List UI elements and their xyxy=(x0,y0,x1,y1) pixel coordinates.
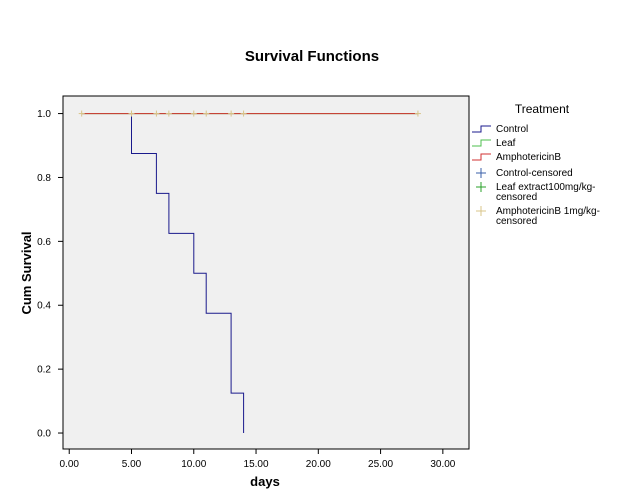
legend-label: censored xyxy=(496,216,537,227)
legend-entry: Leaf extract100mg/kg-censored xyxy=(476,182,596,203)
censor-marker xyxy=(78,110,85,117)
series-control xyxy=(131,113,245,433)
plot-area xyxy=(62,95,470,450)
x-tick-label: 30.00 xyxy=(430,459,455,470)
x-axis: 0.00 5.00 10.00 15.00 20.00 25.00 30.00 xyxy=(59,449,456,470)
y-tick-label: 0.4 xyxy=(37,301,51,312)
legend-entry: Control xyxy=(472,124,528,135)
x-tick-label: 15.00 xyxy=(244,459,269,470)
x-tick-label: 5.00 xyxy=(122,459,142,470)
y-tick-label: 0.8 xyxy=(37,173,51,184)
x-tick-label: 25.00 xyxy=(368,459,393,470)
legend-label: AmphotericinB xyxy=(496,152,561,163)
y-tick-label: 0.0 xyxy=(37,429,51,440)
censor-marker xyxy=(203,110,210,117)
y-tick-label: 0.2 xyxy=(37,365,51,376)
censor-marker xyxy=(240,110,247,117)
legend-label: Control xyxy=(496,124,528,135)
legend-entry: AmphotericinB xyxy=(472,152,561,163)
legend-entry: Control-censored xyxy=(476,168,573,179)
y-axis: 0.0 0.2 0.4 0.6 0.8 1.0 xyxy=(37,109,63,440)
censor-marker xyxy=(414,110,421,117)
censor-layer xyxy=(78,110,421,117)
x-tick-label: 20.00 xyxy=(306,459,331,470)
legend-label: Leaf xyxy=(496,138,516,149)
legend-cross-swatch xyxy=(476,206,486,216)
legend-label: AmphotericinB 1mg/kg- xyxy=(496,206,600,217)
y-tick-label: 0.6 xyxy=(37,237,51,248)
censor-marker xyxy=(190,110,197,117)
legend-cross-swatch xyxy=(476,182,486,192)
x-axis-title: days xyxy=(250,474,280,489)
censor-marker xyxy=(128,110,135,117)
y-axis-title: Cum Survival xyxy=(19,231,34,314)
censor-marker xyxy=(153,110,160,117)
legend: Treatment Control Leaf AmphotericinB Contro… xyxy=(472,102,600,227)
legend-entry: Leaf xyxy=(472,138,516,149)
censor-marker xyxy=(165,110,172,117)
legend-step-swatch xyxy=(472,153,491,161)
x-tick-label: 10.00 xyxy=(181,459,206,470)
legend-label: censored xyxy=(496,192,537,203)
legend-step-swatch xyxy=(472,139,491,147)
x-tick-label: 0.00 xyxy=(59,459,79,470)
legend-entry: AmphotericinB 1mg/kg-censored xyxy=(476,206,600,227)
series-layer xyxy=(81,113,418,433)
censor-marker xyxy=(228,110,235,117)
legend-label: Control-censored xyxy=(496,168,573,179)
legend-step-swatch xyxy=(472,125,491,133)
legend-title: Treatment xyxy=(515,102,570,116)
y-tick-label: 1.0 xyxy=(37,109,51,120)
legend-label: Leaf extract100mg/kg- xyxy=(496,182,596,193)
chart-title: Survival Functions xyxy=(245,48,379,65)
legend-cross-swatch xyxy=(476,168,486,178)
